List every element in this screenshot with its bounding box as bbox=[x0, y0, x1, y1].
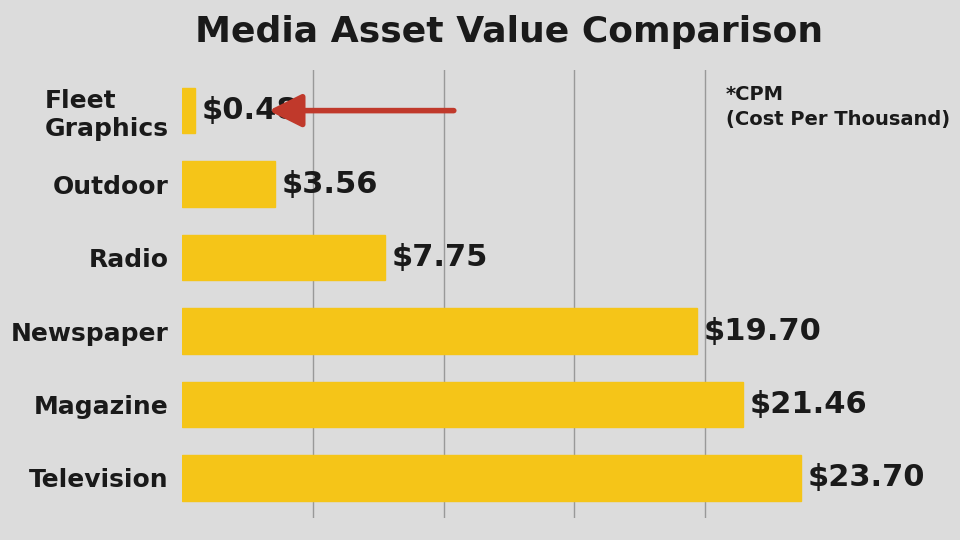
Title: Media Asset Value Comparison: Media Asset Value Comparison bbox=[195, 16, 823, 50]
Text: $3.56: $3.56 bbox=[282, 170, 378, 199]
Bar bbox=[182, 235, 385, 280]
Text: $21.46: $21.46 bbox=[750, 390, 867, 419]
Bar bbox=[182, 161, 276, 207]
Text: $19.70: $19.70 bbox=[704, 316, 821, 346]
Bar bbox=[182, 308, 697, 354]
Text: *CPM
(Cost Per Thousand): *CPM (Cost Per Thousand) bbox=[726, 85, 949, 129]
Text: $0.48: $0.48 bbox=[202, 96, 299, 125]
Bar bbox=[182, 382, 743, 427]
Bar bbox=[182, 455, 802, 501]
Text: $23.70: $23.70 bbox=[807, 463, 925, 492]
Bar bbox=[182, 88, 195, 133]
Text: $7.75: $7.75 bbox=[392, 243, 488, 272]
